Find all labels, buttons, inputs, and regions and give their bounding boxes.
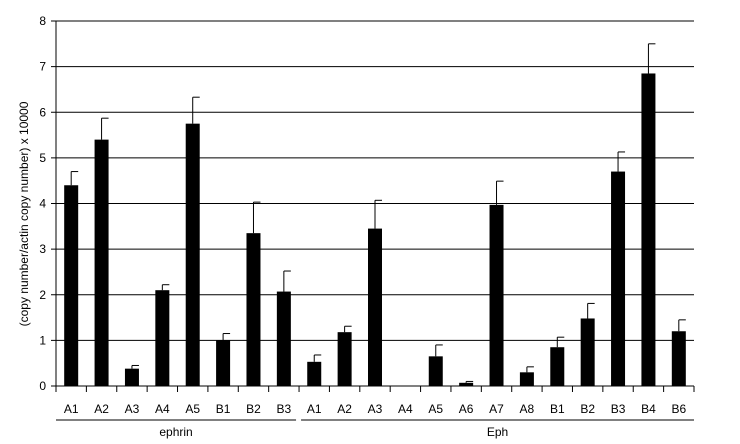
y-tick-label: 5 (39, 151, 46, 165)
y-tick-label: 3 (39, 242, 46, 256)
bar (246, 233, 261, 386)
x-tick-label: A7 (489, 402, 504, 416)
bar (580, 318, 595, 386)
bar (216, 340, 231, 386)
x-tick-label: B2 (246, 402, 261, 416)
x-tick-label: A2 (337, 402, 352, 416)
y-axis-title: (copy number/actin copy number) x 10000 (17, 101, 31, 326)
bar (428, 356, 443, 386)
axes (51, 20, 695, 421)
bar (124, 368, 139, 386)
y-tick-label: 6 (39, 105, 46, 119)
x-tick-label: B1 (550, 402, 565, 416)
bar (641, 73, 656, 386)
y-tick-label: 1 (39, 333, 46, 347)
y-tick-label: 4 (39, 197, 46, 211)
bar (276, 291, 291, 386)
labels: 0 1 2 3 4 5 6 7 8 A1 A2 A3 A4 A5 B1 B2 B3 A1 A2 A3 A4 A5 A6 A7 A… (39, 14, 686, 439)
bars (64, 73, 686, 386)
x-tick-label: A4 (398, 402, 413, 416)
x-tick-label: B4 (641, 402, 656, 416)
x-tick-label: B6 (671, 402, 686, 416)
x-tick-label: A6 (459, 402, 474, 416)
x-tick-label: A3 (125, 402, 140, 416)
x-tick-label: A1 (307, 402, 322, 416)
x-tick-label: B2 (580, 402, 595, 416)
x-tick-label: B1 (216, 402, 231, 416)
x-tick-label: A8 (520, 402, 535, 416)
bar (337, 332, 352, 386)
y-tick-label: 7 (39, 60, 46, 74)
error-bars (70, 43, 686, 383)
bar (64, 185, 79, 386)
bar (185, 123, 200, 386)
x-tick-label: A5 (428, 402, 443, 416)
x-tick-label: A1 (64, 402, 79, 416)
x-tick-label: B3 (611, 402, 626, 416)
bar (155, 290, 170, 386)
y-tick-label: 0 (39, 379, 46, 393)
group-label: ephrin (159, 425, 192, 439)
x-tick-label: A5 (185, 402, 200, 416)
bar (611, 171, 626, 386)
bar (307, 361, 322, 386)
y-tick-label: 8 (39, 14, 46, 28)
x-tick-label: A4 (155, 402, 170, 416)
bar (459, 382, 474, 386)
group-label: Eph (487, 425, 508, 439)
bar (671, 331, 686, 386)
x-tick-label: B3 (277, 402, 292, 416)
bar (489, 204, 504, 386)
bar (94, 139, 109, 386)
bar (519, 372, 534, 386)
bar (368, 228, 382, 386)
x-tick-label: A3 (368, 402, 383, 416)
x-tick-label: A2 (94, 402, 109, 416)
bar (550, 347, 565, 386)
y-tick-label: 2 (39, 288, 46, 302)
